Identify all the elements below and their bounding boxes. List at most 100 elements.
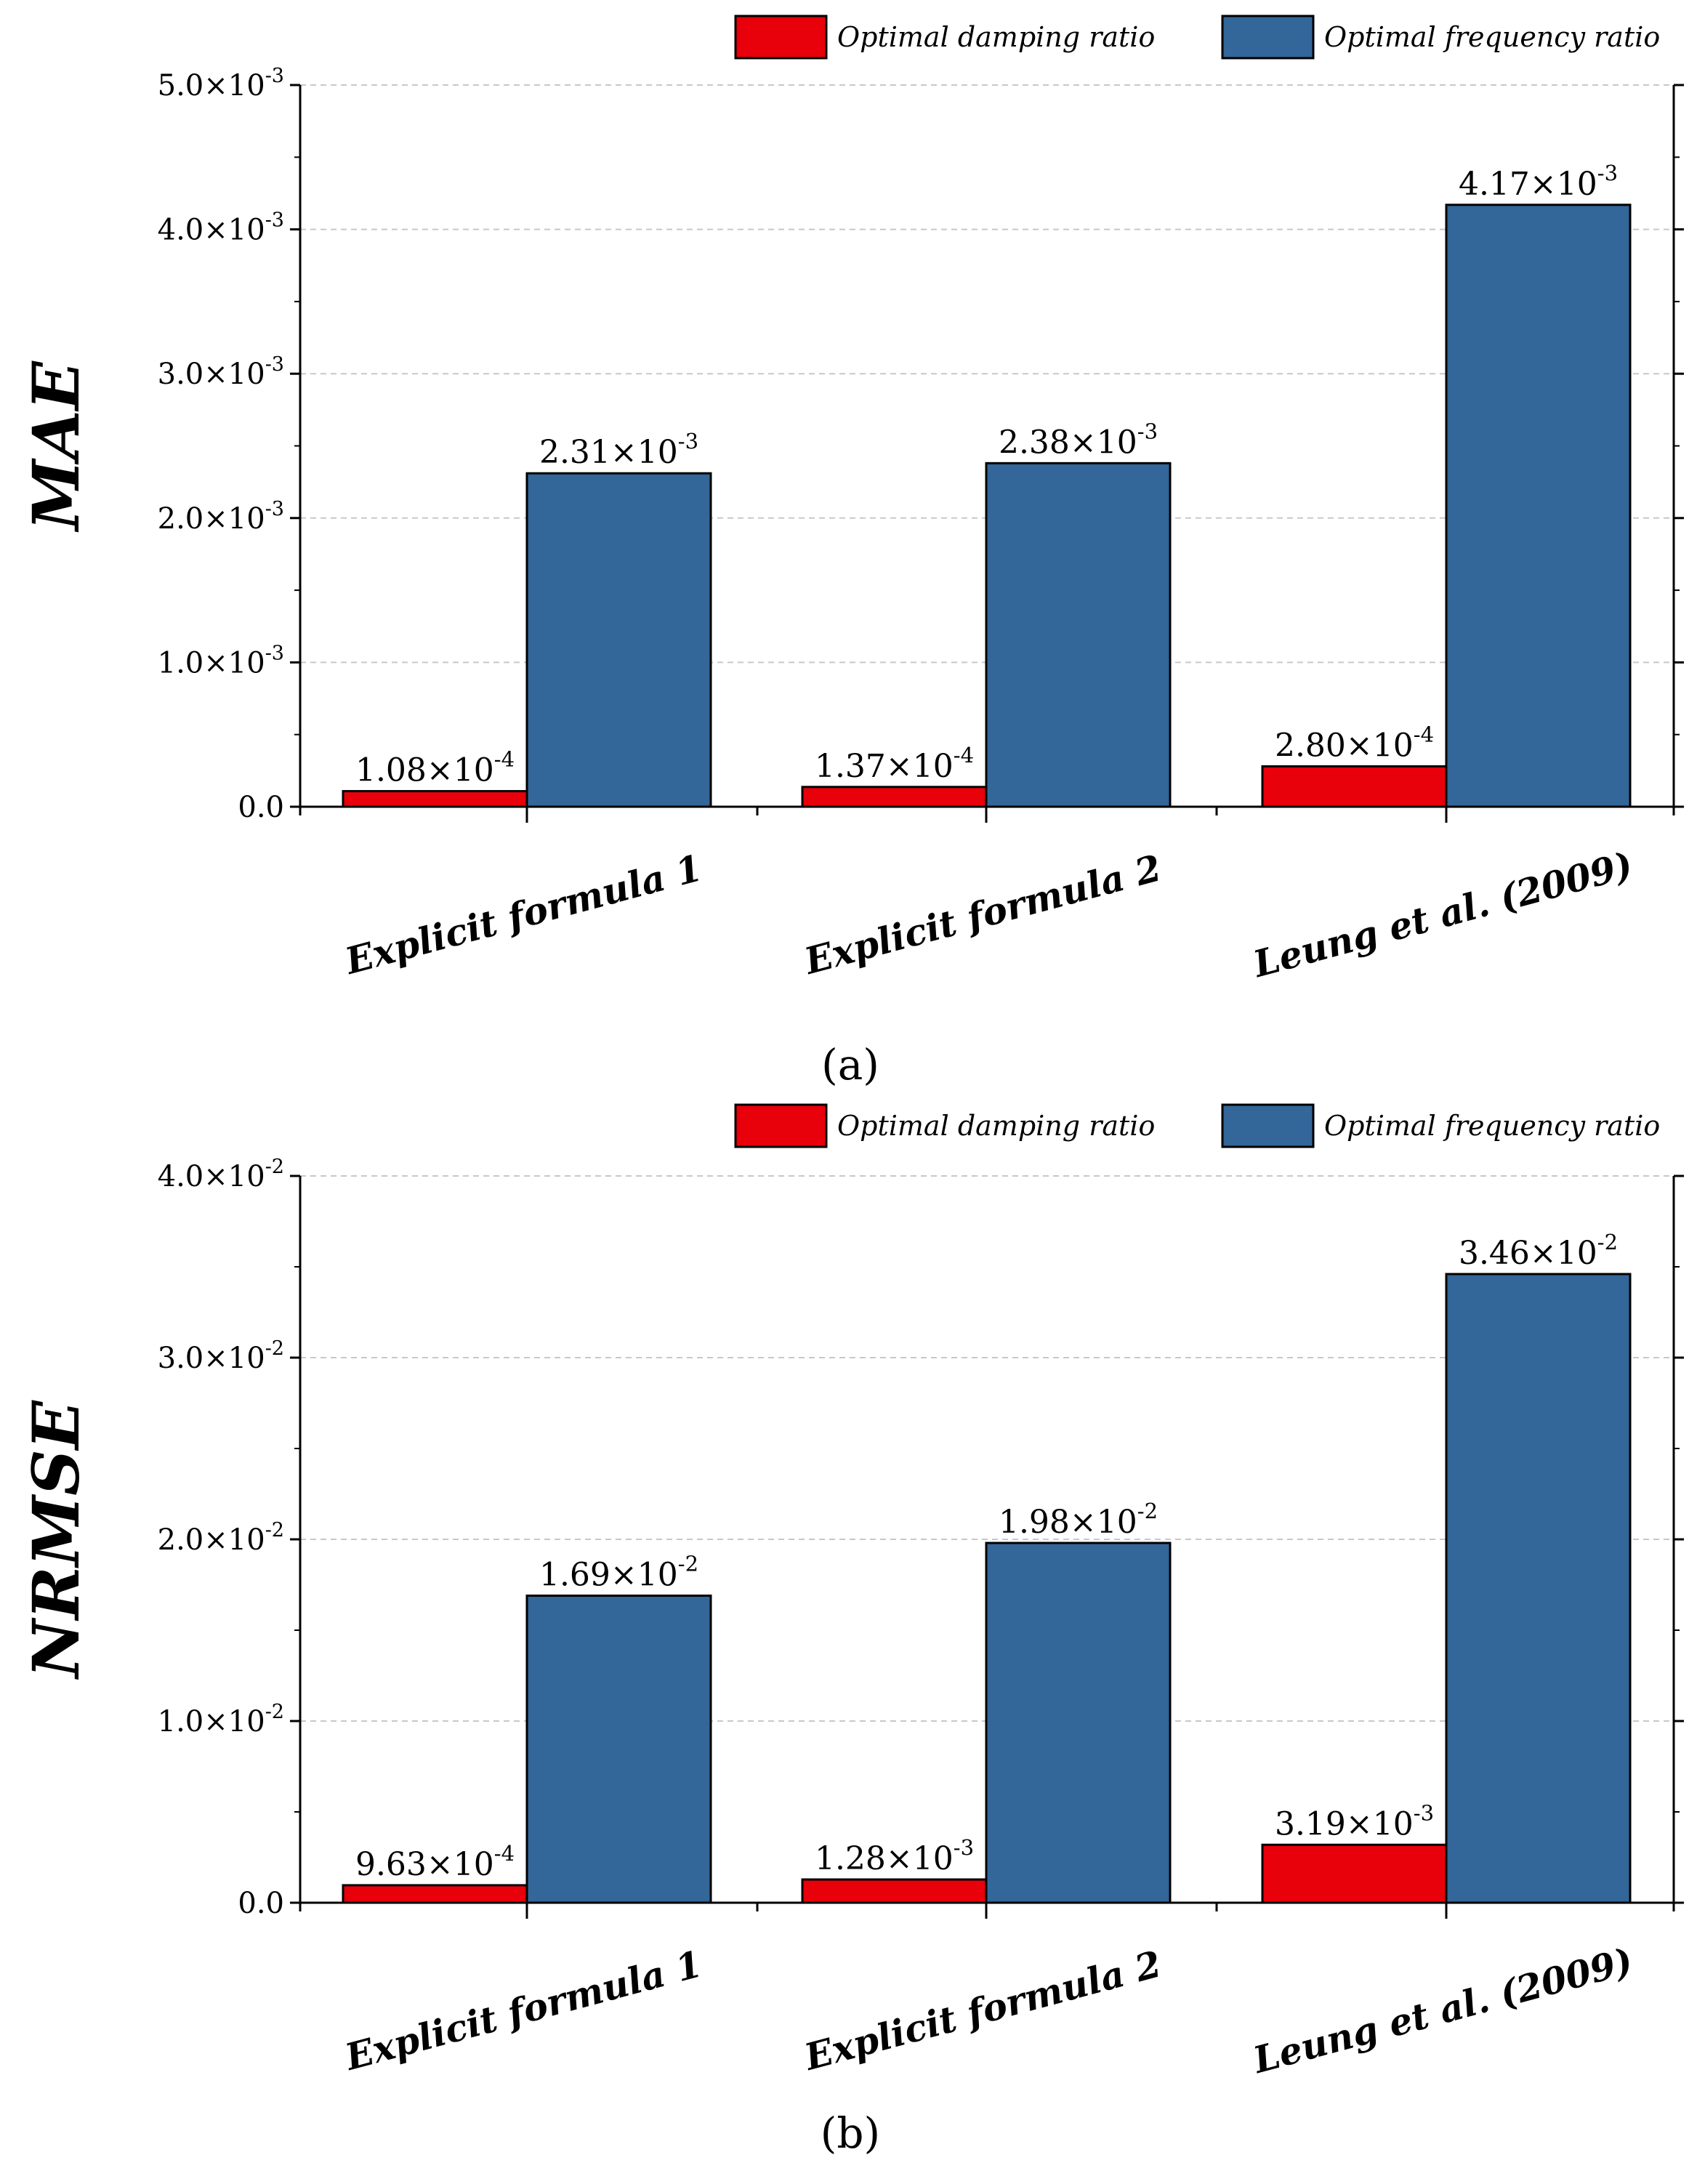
- data-label-exponent: -3: [678, 429, 698, 454]
- legend: Optimal damping ratio Optimal frequency r…: [734, 1103, 1660, 1148]
- y-tick-times: ×10: [203, 502, 265, 536]
- y-tick-label: 0.0: [238, 1887, 284, 1920]
- data-label-mantissa: 2.80: [1275, 727, 1346, 764]
- data-label-times: ×10: [427, 1846, 494, 1883]
- damping-legend-swatch: [734, 1103, 828, 1148]
- data-label-mantissa: 2.38: [999, 424, 1070, 461]
- y-tick-mantissa: 0.0: [238, 1887, 284, 1920]
- data-label-exponent: -4: [494, 747, 515, 772]
- y-axis-title: MAE: [18, 360, 94, 533]
- data-label-exponent: -3: [1597, 161, 1618, 185]
- y-tick-mantissa: 1.0: [158, 646, 204, 680]
- y-tick-mantissa: 5.0: [158, 69, 204, 102]
- data-label-mantissa: 9.63: [355, 1846, 427, 1883]
- data-label: 1.69×10-2: [539, 1552, 698, 1594]
- frequency-bar: [1445, 1273, 1632, 1904]
- damping-bar: [342, 1884, 528, 1904]
- y-tick-exponent: -3: [265, 209, 284, 232]
- y-tick-mantissa: 2.0: [158, 502, 204, 536]
- frequency-bar: [985, 462, 1172, 808]
- y-tick-mantissa: 0.0: [238, 791, 284, 824]
- data-label-times: ×10: [1530, 1235, 1597, 1272]
- data-label-times: ×10: [1346, 727, 1414, 764]
- frequency-bar: [525, 472, 712, 808]
- data-label: 2.38×10-3: [999, 419, 1158, 461]
- data-label-times: ×10: [1346, 1805, 1414, 1842]
- data-label-exponent: -2: [678, 1552, 698, 1576]
- data-label-times: ×10: [886, 748, 954, 785]
- damping-bar: [1261, 765, 1448, 808]
- y-tick-times: ×10: [203, 1342, 265, 1375]
- frequency-bar: [525, 1595, 712, 1904]
- x-category-label: Explicit formula 1: [339, 1942, 706, 2079]
- data-label-times: ×10: [610, 1557, 678, 1594]
- data-label: 1.28×10-3: [815, 1835, 974, 1877]
- data-label: 1.98×10-2: [999, 1499, 1158, 1541]
- x-category-label: Leung et al. (2009): [1248, 843, 1637, 986]
- data-label-exponent: -4: [954, 743, 974, 767]
- frequency-legend-label: Optimal frequency ratio: [1324, 21, 1660, 53]
- y-tick-label: 2.0×10-2: [158, 1519, 284, 1557]
- damping-legend-label: Optimal damping ratio: [837, 1110, 1155, 1142]
- x-category-label: Explicit formula 1: [339, 846, 706, 983]
- data-label-mantissa: 3.46: [1459, 1235, 1530, 1272]
- data-label-times: ×10: [427, 752, 494, 789]
- panel-label: (a): [821, 1040, 879, 1089]
- chart-panel-a: 1.08×10-4 1.37×10-4 2.80×10-42.31×10-3 2.38…: [18, 15, 1684, 1089]
- chart-panel-b: 9.63×10-4 1.28×10-33.19×10-31.69×10-21.98…: [18, 1103, 1684, 2158]
- damping-bar: [801, 786, 988, 808]
- y-tick-mantissa: 4.0: [158, 214, 204, 247]
- legend: Optimal damping ratio Optimal frequency r…: [734, 15, 1660, 60]
- data-label-mantissa: 3.19: [1275, 1805, 1346, 1842]
- data-label: 2.31×10-3: [539, 429, 698, 471]
- data-label-mantissa: 4.17: [1459, 166, 1530, 203]
- y-tick-exponent: -2: [265, 1701, 284, 1723]
- x-category-label: Explicit formula 2: [799, 1942, 1166, 2079]
- data-label-exponent: -3: [1137, 419, 1158, 443]
- y-tick-label: 4.0×10-3: [158, 209, 284, 247]
- y-tick-exponent: -2: [265, 1337, 284, 1360]
- y-tick-times: ×10: [203, 69, 265, 102]
- y-tick-times: ×10: [203, 1160, 265, 1193]
- data-label: 1.37×10-4: [815, 743, 974, 785]
- data-label-mantissa: 1.37: [815, 748, 886, 785]
- y-tick-exponent: -3: [265, 65, 284, 87]
- y-tick-label: 1.0×10-2: [158, 1701, 284, 1738]
- y-axis-title: NRMSE: [18, 1399, 94, 1680]
- y-tick-times: ×10: [203, 1705, 265, 1738]
- y-tick-label: 1.0×10-3: [158, 642, 284, 680]
- y-tick-mantissa: 1.0: [158, 1705, 204, 1738]
- data-label: 4.17×10-3: [1459, 161, 1618, 203]
- y-tick-exponent: -2: [265, 1519, 284, 1542]
- y-tick-mantissa: 3.0: [158, 358, 204, 391]
- y-tick-exponent: -3: [265, 642, 284, 664]
- y-tick-label: 3.0×10-2: [158, 1337, 284, 1375]
- y-tick-times: ×10: [203, 1523, 265, 1557]
- data-label-exponent: -4: [1414, 722, 1434, 746]
- y-tick-times: ×10: [203, 214, 265, 247]
- data-label-exponent: -3: [1414, 1800, 1434, 1825]
- frequency-bar: [985, 1542, 1172, 1904]
- y-tick-label: 4.0×10-2: [158, 1156, 284, 1193]
- y-tick-label: 0.0: [238, 791, 284, 824]
- y-tick-mantissa: 4.0: [158, 1160, 204, 1193]
- data-label-mantissa: 1.98: [999, 1504, 1070, 1541]
- y-tick-mantissa: 2.0: [158, 1523, 204, 1557]
- y-tick-times: ×10: [203, 646, 265, 680]
- data-label-exponent: -2: [1597, 1230, 1618, 1254]
- y-tick-exponent: -2: [265, 1156, 284, 1178]
- x-category-label: Explicit formula 2: [799, 846, 1166, 983]
- damping-legend-swatch: [734, 15, 828, 60]
- panel-label: (b): [821, 2108, 880, 2158]
- y-tick-exponent: -3: [265, 498, 284, 520]
- data-label-mantissa: 1.08: [355, 752, 427, 789]
- x-category-label: Leung et al. (2009): [1248, 1939, 1637, 2082]
- data-label-mantissa: 1.69: [539, 1557, 610, 1594]
- frequency-legend-swatch: [1221, 15, 1315, 60]
- damping-bar: [1261, 1843, 1448, 1904]
- data-label: 2.80×10-4: [1275, 722, 1434, 764]
- data-label-times: ×10: [1070, 424, 1137, 461]
- data-label-times: ×10: [610, 434, 678, 471]
- data-label-times: ×10: [1070, 1504, 1137, 1541]
